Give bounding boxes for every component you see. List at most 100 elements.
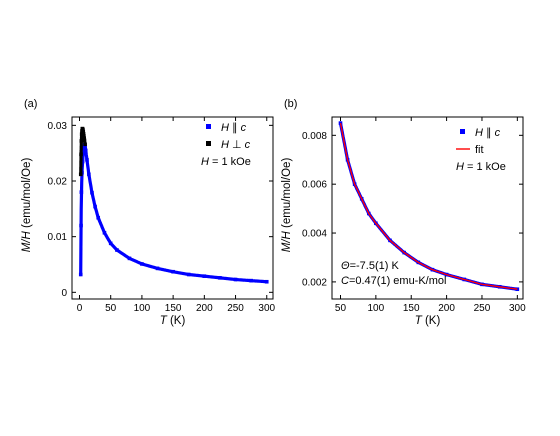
- x-tick-label: 150: [403, 303, 420, 314]
- x-tick-label: 150: [165, 303, 182, 314]
- data-point: [81, 131, 86, 136]
- y-axis-var: M/H: [281, 231, 293, 253]
- annotation: H = 1 kOe: [201, 156, 251, 168]
- y-axis-label: M/H (emu/mol/Oe): [281, 158, 293, 253]
- data-point: [79, 223, 83, 228]
- series-1: [78, 126, 87, 177]
- data-point: [186, 272, 191, 277]
- panel-label: (a): [24, 98, 37, 110]
- data-point: [233, 277, 238, 282]
- x-tick-label: 250: [227, 303, 244, 314]
- data-point: [83, 144, 87, 149]
- x-tick-label: 0: [77, 303, 83, 314]
- data-point: [102, 230, 107, 235]
- legend-axis: c: [495, 127, 501, 139]
- annotation: Θ=-7.5(1) K: [341, 260, 399, 272]
- x-tick-label: 250: [474, 303, 491, 314]
- legend: H ∥ c fit: [456, 127, 501, 156]
- x-tick-label: 200: [196, 303, 213, 314]
- legend-rel: ∥: [229, 122, 241, 134]
- y-axis-label: M/H (emu/mol/Oe): [21, 158, 33, 253]
- y-tick-label: 0.02: [48, 177, 68, 188]
- annotation-text: =0.47(1) emu-K/mol: [349, 275, 447, 287]
- legend-entry: fit: [475, 144, 484, 156]
- legend-var: H: [221, 139, 229, 151]
- data-point: [80, 159, 85, 164]
- data-point: [127, 256, 132, 261]
- data-point: [171, 269, 175, 274]
- x-tick-label: 50: [335, 303, 347, 314]
- x-axis-label: T (K): [415, 315, 441, 327]
- legend-rel: ⊥: [229, 139, 245, 151]
- annotation-var: H: [456, 161, 464, 173]
- annotation: C=0.47(1) emu-K/mol: [341, 275, 446, 287]
- data-point: [515, 287, 520, 292]
- data-point: [79, 132, 84, 137]
- data-point: [155, 266, 160, 271]
- plot-area: [78, 126, 269, 284]
- legend-entry: H ⊥ c: [221, 139, 251, 151]
- data-point: [96, 215, 101, 220]
- legend-var: H: [221, 122, 229, 134]
- data-point: [79, 139, 84, 143]
- legend-swatch-square: [460, 129, 465, 134]
- annotation-var: H: [201, 156, 209, 168]
- y-tick-label: 0.01: [48, 232, 68, 243]
- y-axis-unit: (emu/mol/Oe): [281, 158, 293, 232]
- panel-a: (a) 0 50 100 150 200 250 300 0 0.01 0.02 0.03 T (K) M…: [21, 98, 276, 327]
- data-point: [87, 172, 91, 177]
- data-point: [140, 262, 144, 266]
- series-0: [78, 143, 269, 284]
- x-tick-label: 200: [438, 303, 455, 314]
- y-tick-label: 0: [61, 288, 67, 299]
- data-point: [79, 152, 83, 157]
- series-1: [339, 122, 518, 290]
- annotation-text: =-7.5(1) K: [350, 260, 400, 272]
- x-tick-label: 100: [368, 303, 385, 314]
- data-point: [108, 241, 113, 246]
- annotation-var: C: [341, 275, 349, 287]
- plot-area: [338, 121, 520, 292]
- plot-frame: [331, 116, 524, 300]
- x-axis-var: T: [415, 315, 423, 327]
- legend-entry: H ∥ c: [475, 127, 501, 139]
- panel-b: (b) 50 100 150 200 250 300 0.002 0.004 0.006 0.008…: [281, 98, 526, 327]
- data-point: [83, 148, 88, 153]
- data-point: [218, 276, 222, 280]
- legend: H ∥ cH ⊥ c: [206, 122, 251, 151]
- legend-entry: H ∥ c: [221, 122, 247, 134]
- x-axis-label: T (K): [160, 315, 186, 327]
- data-point: [82, 134, 86, 138]
- data-point: [85, 158, 89, 162]
- legend-axis: c: [245, 139, 251, 151]
- legend-swatch-square: [206, 141, 211, 146]
- annotation-var: Θ: [341, 260, 350, 272]
- legend-text: fit: [475, 144, 484, 156]
- data-point: [90, 190, 94, 195]
- x-axis-var: T: [160, 315, 168, 327]
- y-tick-label: 0.03: [48, 121, 68, 132]
- plot-frame: [71, 116, 274, 300]
- y-tick-label: 0.008: [302, 131, 327, 142]
- data-point: [81, 129, 86, 134]
- annotation-text: = 1 kOe: [209, 156, 251, 168]
- data-point: [81, 151, 86, 155]
- x-tick-label: 50: [105, 303, 117, 314]
- legend-axis: c: [241, 122, 247, 134]
- data-point: [93, 204, 97, 209]
- data-point: [264, 279, 269, 284]
- x-axis-unit: (K): [422, 315, 441, 327]
- x-tick-label: 300: [509, 303, 526, 314]
- x-tick-label: 300: [258, 303, 275, 314]
- annotation-text: = 1 kOe: [464, 161, 506, 173]
- x-tick-label: 100: [134, 303, 151, 314]
- data-point: [78, 272, 83, 277]
- legend-var: H: [475, 127, 483, 139]
- data-point: [79, 190, 84, 194]
- y-axis-unit: (emu/mol/Oe): [21, 158, 33, 232]
- annotation: H = 1 kOe: [456, 161, 506, 173]
- data-point: [82, 138, 87, 143]
- y-tick-label: 0.002: [302, 277, 327, 288]
- data-point: [115, 248, 119, 252]
